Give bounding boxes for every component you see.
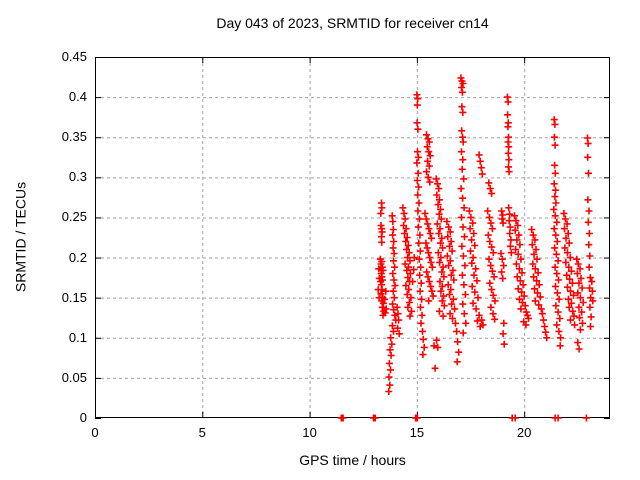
x-tick-label: 5: [198, 425, 206, 440]
x-tick-label: 15: [409, 425, 425, 440]
y-tick-label: 0.2: [68, 249, 87, 265]
chart-title: Day 043 of 2023, SRMTID for receiver cn1…: [216, 15, 489, 31]
y-tick-label: 0.05: [61, 369, 87, 385]
x-tick-label: 20: [516, 425, 532, 440]
scatter-points-SRMTID: [337, 74, 597, 422]
plot-border: [95, 57, 610, 418]
y-tick-label: 0.25: [61, 209, 87, 225]
x-axis-title: GPS time / hours: [299, 452, 406, 468]
y-tick-label: 0.35: [61, 129, 87, 145]
y-tick-label: 0.15: [61, 289, 87, 305]
x-tick-label: 0: [91, 425, 99, 440]
y-tick-label: 0.45: [61, 49, 87, 64]
y-tick-label: 0.4: [68, 89, 87, 105]
y-tick-label: 0.3: [68, 169, 87, 185]
plot-canvas: [95, 57, 610, 422]
y-axis-title: SRMTID / TECUs: [12, 181, 29, 293]
x-tick-label: 10: [302, 425, 317, 440]
y-tick-label: 0.1: [68, 329, 87, 345]
y-tick-label: 0: [79, 410, 87, 425]
